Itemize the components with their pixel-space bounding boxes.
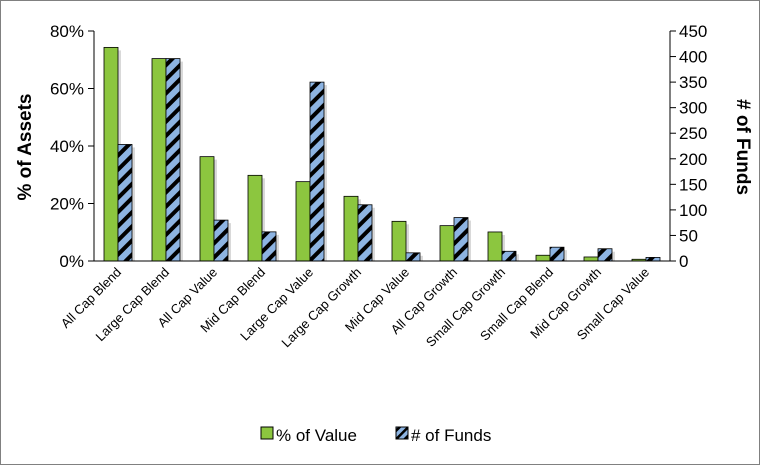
category-label: Large Cap Growth <box>278 265 364 351</box>
bar-funds <box>261 231 277 262</box>
bar-funds <box>405 252 421 262</box>
bar-value <box>295 181 311 262</box>
bar-value <box>343 195 359 262</box>
bar-value <box>199 156 215 262</box>
legend-swatch-value <box>260 426 274 440</box>
y2-tick-label: 150 <box>679 175 707 194</box>
bar-funds <box>597 248 613 262</box>
y2-axis-title: # of Funds <box>732 99 753 195</box>
bar-value <box>103 46 119 262</box>
bar-value <box>151 58 167 262</box>
y-tick-label: 80% <box>50 22 84 41</box>
bar-value <box>439 225 455 262</box>
bar-funds <box>213 219 229 262</box>
bar-value <box>535 254 551 262</box>
bar-funds <box>357 204 373 262</box>
y2-tick-label: 50 <box>679 226 698 245</box>
bar-funds <box>645 257 661 262</box>
legend-swatch-funds <box>395 426 409 440</box>
bar-value <box>247 174 263 262</box>
y-tick-label: 60% <box>50 80 84 99</box>
y-axis-title: % of Assets <box>15 94 36 201</box>
y2-tick-label: 100 <box>679 201 707 220</box>
bar-value <box>391 220 407 262</box>
legend-label-value: % of Value <box>276 426 357 445</box>
bar-funds <box>549 246 565 262</box>
y2-tick-label: 350 <box>679 73 707 92</box>
bar-funds <box>165 58 181 262</box>
legend: % of Value # of Funds <box>260 426 491 445</box>
y2-tick-label: 400 <box>679 48 707 67</box>
bar-funds <box>309 81 325 262</box>
y2-tick-label: 200 <box>679 150 707 169</box>
legend-label-funds: # of Funds <box>411 426 491 445</box>
y-tick-label: 40% <box>50 137 84 156</box>
bar-funds <box>501 250 517 262</box>
y-tick-label: 0% <box>59 252 84 271</box>
y-tick-label: 20% <box>50 195 84 214</box>
bar-value <box>487 231 503 262</box>
bar-funds <box>117 144 133 262</box>
y2-tick-label: 450 <box>679 22 707 41</box>
y2-tick-label: 300 <box>679 99 707 118</box>
y2-tick-label: 250 <box>679 124 707 143</box>
bar-funds <box>453 217 469 262</box>
bar-value <box>583 256 599 262</box>
y2-tick-label: 0 <box>679 252 688 271</box>
